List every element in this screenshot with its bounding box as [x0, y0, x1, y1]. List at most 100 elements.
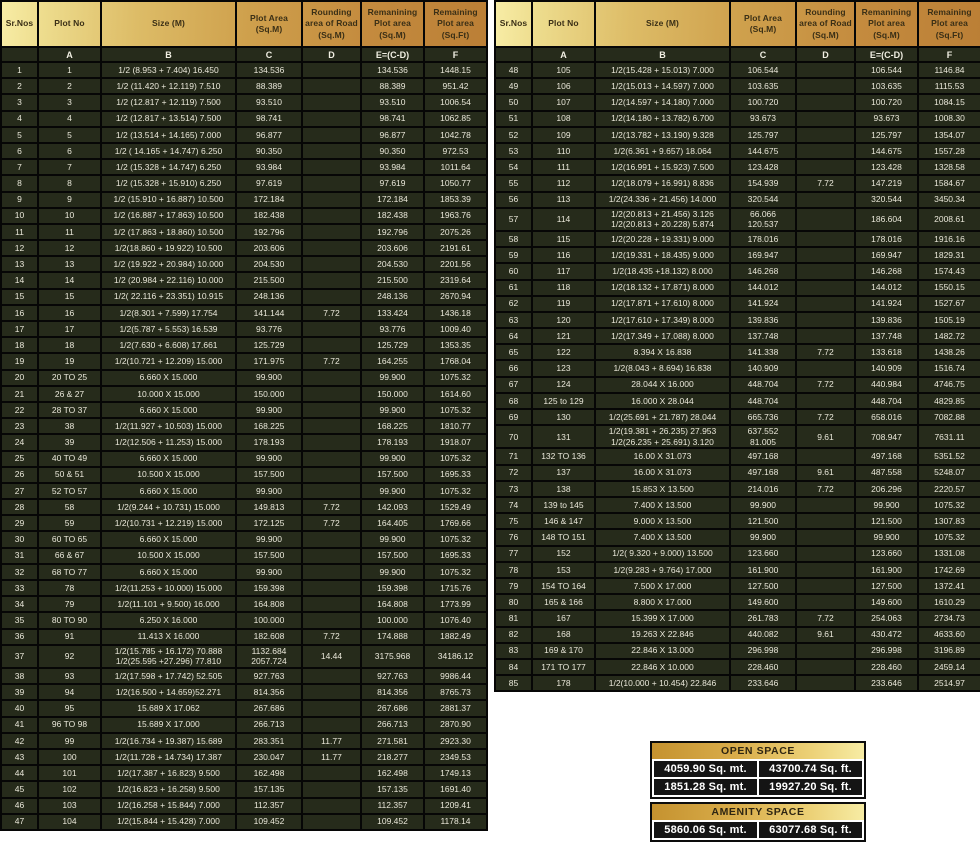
cell-srno: 71	[494, 447, 533, 466]
cell-remaining-sqft: 1075.32	[423, 481, 488, 501]
cell-plotno: 26 & 27	[37, 384, 102, 403]
cell-remaining-sqft: 1691.40	[423, 780, 488, 799]
cell-size: 1/2(8.301 + 7.599) 17.754	[100, 303, 237, 323]
cell-srno: 27	[0, 481, 39, 501]
cell-remaining-sqm: 3175.968	[360, 643, 425, 670]
col-header-size: Size (M)	[100, 0, 237, 48]
cell-remaining-sqm: 147.219	[854, 174, 919, 193]
cell-plotno: 60 TO 65	[37, 530, 102, 549]
table-row: 11 11 1/2 (17.863 + 18.860) 10.500 192.796 1…	[0, 222, 488, 242]
cell-size: 15.853 X 13.500	[594, 479, 731, 499]
cell-plot-area: 134.536	[235, 60, 303, 80]
cell-plot-area: 99.900	[235, 400, 303, 420]
cell-road-area: 9.61	[795, 463, 856, 482]
cell-remaining-sqft: 1075.32	[423, 562, 488, 582]
cell-remaining-sqft: 1372.41	[917, 576, 980, 596]
cell-remaining-sqft: 1115.53	[917, 77, 980, 96]
table-row: 63 120 1/2(17.610 + 17.349) 8.000 139.836 13…	[494, 310, 980, 330]
cell-remaining-sqft: 2075.26	[423, 222, 488, 242]
table-row: 31 66 & 67 10.500 X 15.000 157.500 157.500 16…	[0, 546, 488, 565]
cell-remaining-sqm: 100.000	[360, 611, 425, 630]
col-header-plotno: Plot No	[531, 0, 596, 48]
cell-plotno: 120	[531, 310, 596, 330]
cell-plotno: 113	[531, 190, 596, 209]
plot-table-left: Sr.Nos Plot No Size (M) Plot Area (Sq.M)…	[0, 0, 488, 831]
cell-remaining-sqft: 1773.99	[423, 595, 488, 614]
cell-remaining-sqft: 8765.73	[423, 683, 488, 702]
cell-size: 16.00 X 31.073	[594, 463, 731, 482]
cell-srno: 59	[494, 246, 533, 265]
cell-road-area: 7.72	[795, 375, 856, 394]
cell-srno: 16	[0, 303, 39, 323]
cell-plotno: 105	[531, 60, 596, 80]
cell-remaining-sqm: 204.530	[360, 255, 425, 274]
cell-size: 1/2 (12.817 + 13.514) 7.500	[100, 109, 237, 128]
cell-remaining-sqm: 123.428	[854, 158, 919, 177]
cell-road-area: 11.77	[301, 747, 362, 767]
cell-plot-area: 283.351	[235, 731, 303, 750]
table-row: 76 148 TO 151 7.400 X 13.500 99.900 99.900 10…	[494, 528, 980, 547]
cell-size: 1/2 (17.863 + 18.860) 10.500	[100, 222, 237, 242]
cell-srno: 3	[0, 93, 39, 112]
cell-srno: 54	[494, 158, 533, 177]
cell-size: 1/2(9.244 + 10.731) 15.000	[100, 498, 237, 517]
cell-plot-area: 168.225	[235, 417, 303, 436]
cell-plotno: 95	[37, 699, 102, 718]
cell-size: 15.689 X 17.000	[100, 715, 237, 734]
cell-srno: 11	[0, 222, 39, 242]
cell-remaining-sqft: 1008.30	[917, 109, 980, 128]
cell-plot-area: 814.356	[235, 683, 303, 702]
cell-plotno: 58	[37, 498, 102, 517]
cell-plotno: 115	[531, 229, 596, 249]
cell-plot-area: 109.452	[235, 812, 303, 831]
cell-plot-area: 93.510	[235, 93, 303, 112]
table-row: 41 96 TO 98 15.689 X 17.000 266.713 266.713 2…	[0, 715, 488, 734]
table-row: 13 13 1/2 (19.922 + 20.984) 10.000 204.530 2…	[0, 255, 488, 274]
cell-remaining-sqm: 99.900	[854, 528, 919, 547]
cell-size: 1/2(19.331 + 18.435) 9.000	[594, 246, 731, 265]
cell-srno: 60	[494, 262, 533, 281]
cell-remaining-sqm: 708.947	[854, 424, 919, 450]
cell-remaining-sqm: 658.016	[854, 407, 919, 427]
cell-plotno: 138	[531, 479, 596, 499]
cell-remaining-sqft: 2220.57	[917, 479, 980, 499]
cell-remaining-sqm: 103.635	[854, 77, 919, 96]
cell-plotno: 167	[531, 609, 596, 628]
cell-plotno: 139 to 145	[531, 495, 596, 515]
cell-remaining-sqm: 149.600	[854, 593, 919, 612]
cell-remaining-sqft: 1050.77	[423, 174, 488, 193]
cell-plot-area: 103.635	[729, 77, 797, 96]
cell-plot-area: 171.975	[235, 352, 303, 371]
cell-remaining-sqft: 3196.89	[917, 641, 980, 660]
table-row: 22 28 TO 37 6.660 X 15.000 99.900 99.900 1075…	[0, 400, 488, 420]
table-row: 21 26 & 27 10.000 X 15.000 150.000 150.000 16…	[0, 384, 488, 403]
cell-size: 1/2(25.691 + 21.787) 28.044	[594, 407, 731, 427]
table-row: 23 38 1/2(11.927 + 10.503) 15.000 168.225 16…	[0, 417, 488, 436]
cell-remaining-sqm: 142.093	[360, 498, 425, 517]
table-row: 30 60 TO 65 6.660 X 15.000 99.900 99.900 1075…	[0, 530, 488, 549]
cell-plotno: 28 TO 37	[37, 400, 102, 420]
cell-plotno: 68 TO 77	[37, 562, 102, 582]
cell-remaining-sqm: 487.558	[854, 463, 919, 482]
cell-plotno: 91	[37, 627, 102, 646]
cell-plot-area: 178.016	[729, 229, 797, 249]
cell-road-area	[795, 190, 856, 209]
cell-plot-area: 99.900	[235, 481, 303, 501]
cell-srno: 65	[494, 343, 533, 362]
cell-plotno: 94	[37, 683, 102, 702]
cell-srno: 32	[0, 562, 39, 582]
table-row: 67 124 28.044 X 16.000 448.704 7.72 440.984 47…	[494, 375, 980, 394]
cell-plotno: 96 TO 98	[37, 715, 102, 734]
cell-plotno: 130	[531, 407, 596, 427]
cell-plotno: 18	[37, 336, 102, 355]
cell-remaining-sqft: 1963.76	[423, 206, 488, 225]
table-row: 26 50 & 51 10.500 X 15.000 157.500 157.500 16…	[0, 465, 488, 484]
col-header-remaining-sqft: Remaining Plot area (Sq.Ft)	[423, 0, 488, 48]
cell-plot-area: 123.660	[729, 544, 797, 563]
cell-plotno: 39	[37, 433, 102, 452]
cell-size: 7.400 X 13.500	[594, 528, 731, 547]
cell-road-area: 7.72	[795, 174, 856, 193]
cell-size: 1/2(7.630 + 6.608) 17.661	[100, 336, 237, 355]
cell-remaining-sqft: 2008.61	[917, 206, 980, 232]
cell-plotno: 117	[531, 262, 596, 281]
